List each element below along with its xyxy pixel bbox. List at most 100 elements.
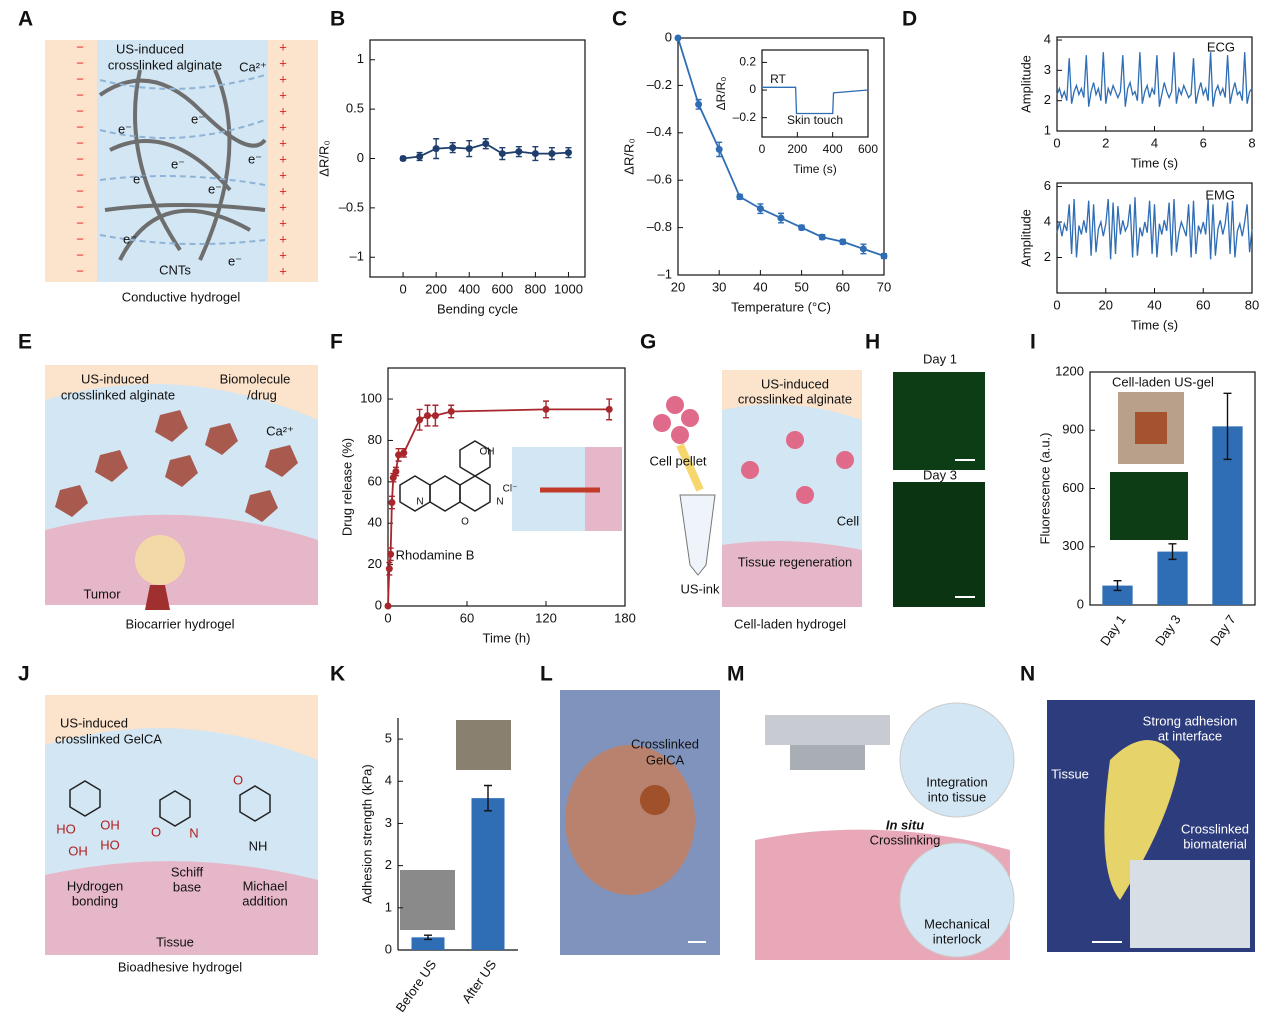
- diagram-label: Michael: [243, 878, 288, 893]
- l-gel: [640, 785, 670, 815]
- y-tick-label: 60: [368, 473, 382, 488]
- axis-frame: [387, 367, 626, 607]
- error-bar: [1168, 543, 1177, 561]
- data-point: [515, 148, 523, 156]
- y-tick-label: 0: [1077, 596, 1084, 611]
- y-tick-label: 2: [1044, 249, 1051, 264]
- data-point: [465, 145, 473, 153]
- data-point: [498, 150, 506, 158]
- electron-label: e⁻: [191, 111, 205, 126]
- diagram-label: US-induced: [116, 41, 184, 56]
- charge-plus: +: [279, 167, 287, 182]
- y-tick-label: –1: [350, 249, 364, 264]
- j-rings: [69, 780, 271, 827]
- x-tick-label: 1000: [554, 281, 583, 296]
- x-tick-label: 20: [1099, 297, 1113, 312]
- x-tick-label: Day 7: [1207, 612, 1239, 648]
- data-point: [756, 205, 764, 213]
- bar: [1102, 585, 1133, 605]
- y-axis-label: Drug release (%): [339, 438, 354, 536]
- y-tick-label: 1: [357, 51, 364, 66]
- diagram-label: Hydrogen: [67, 878, 123, 893]
- y-axis-label: ΔR/R₀: [714, 77, 728, 111]
- diagram-label: Cell-laden hydrogel: [734, 616, 846, 631]
- k-photo-before: [400, 870, 455, 930]
- charge-plus: +: [279, 71, 287, 86]
- m-transducer-tip: [790, 745, 865, 770]
- x-tick-label: 70: [877, 279, 891, 294]
- diagram-label: crosslinked alginate: [738, 391, 852, 406]
- panel-letter: J: [18, 663, 30, 686]
- panel-letter: K: [330, 663, 345, 686]
- charge-plus: +: [279, 263, 287, 278]
- annotation: N: [496, 497, 503, 508]
- diagram-label: Mechanical: [924, 916, 990, 931]
- y-tick-label: –0.2: [647, 77, 672, 92]
- annotation: Cl⁻: [503, 484, 518, 495]
- diagram-label: Tissue: [1051, 766, 1089, 781]
- diagram-label: US-ink: [680, 581, 720, 596]
- annotation: RT: [770, 72, 786, 86]
- annotation: O: [461, 517, 469, 528]
- g-cells: [653, 396, 854, 504]
- diagram-label: In situ: [886, 817, 924, 832]
- diagram-label: crosslinked alginate: [61, 387, 175, 402]
- x-tick-label: 60: [1196, 297, 1210, 312]
- y-axis-label: Adhesion strength (kPa): [359, 764, 374, 903]
- charge-plus: +: [279, 231, 287, 246]
- data-line: [1056, 52, 1253, 107]
- y-axis-label: Amplitude: [1018, 209, 1033, 267]
- y-tick-label: –1: [658, 266, 672, 281]
- annotation: N: [416, 497, 423, 508]
- data-point: [605, 405, 613, 413]
- y-tick-label: 900: [1062, 422, 1084, 437]
- diagram-label: US-induced: [761, 376, 829, 391]
- electron-label: e⁻: [118, 121, 132, 136]
- data-point: [424, 412, 431, 420]
- electron-label: e⁻: [133, 171, 147, 186]
- y-tick-label: –0.2: [733, 110, 757, 124]
- diagram-label: N: [189, 825, 198, 840]
- x-axis-label: Bending cycle: [437, 301, 518, 316]
- electron-label: e⁻: [228, 253, 242, 268]
- annotation: Rhodamine B: [396, 547, 475, 562]
- x-tick-label: 80: [1245, 297, 1259, 312]
- panel-letter: F: [330, 331, 343, 354]
- data-point: [400, 449, 408, 457]
- x-tick-label: Before US: [393, 957, 440, 1015]
- y-tick-label: 1200: [1055, 363, 1084, 378]
- a-cnts: [98, 69, 267, 261]
- y-tick-label: 20: [368, 556, 382, 571]
- annotation: Skin touch: [787, 113, 843, 127]
- diagram-label: Crosslinking: [870, 832, 941, 847]
- charge-plus: +: [279, 135, 287, 150]
- charge-plus: +: [279, 39, 287, 54]
- x-tick-label: 200: [787, 142, 807, 156]
- h-image-day3: [893, 482, 985, 607]
- data-point: [416, 153, 424, 161]
- y-tick-label: 40: [368, 515, 382, 530]
- n-tissue: [1104, 740, 1180, 900]
- diagram-label: Conductive hydrogel: [122, 289, 241, 304]
- data-point: [431, 412, 439, 420]
- x-axis-label: Time (h): [483, 630, 531, 645]
- charge-minus: −: [76, 103, 84, 118]
- charge-plus: +: [279, 103, 287, 118]
- panel-letter: H: [865, 331, 880, 354]
- m-zoom-top: [899, 702, 1015, 818]
- x-tick-label: 400: [458, 281, 480, 296]
- x-tick-label: 180: [614, 610, 636, 625]
- x-tick-label: Day 3: [1152, 612, 1184, 648]
- g-tube: [679, 494, 716, 576]
- diagram-label: GelCA: [646, 752, 685, 767]
- i-photo-gel: [1135, 412, 1167, 444]
- panel-letter: A: [18, 8, 33, 31]
- data-point: [385, 565, 393, 573]
- charge-minus: −: [76, 55, 84, 70]
- diagram-label: Tissue regeneration: [738, 554, 852, 569]
- x-tick-label: 600: [491, 281, 513, 296]
- y-tick-label: 2: [1044, 92, 1051, 107]
- data-point: [859, 245, 867, 253]
- x-tick-label: 2: [1102, 135, 1109, 150]
